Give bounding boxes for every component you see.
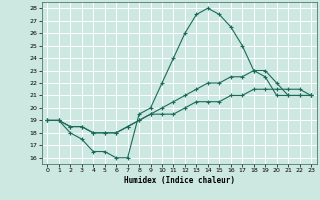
X-axis label: Humidex (Indice chaleur): Humidex (Indice chaleur): [124, 176, 235, 185]
